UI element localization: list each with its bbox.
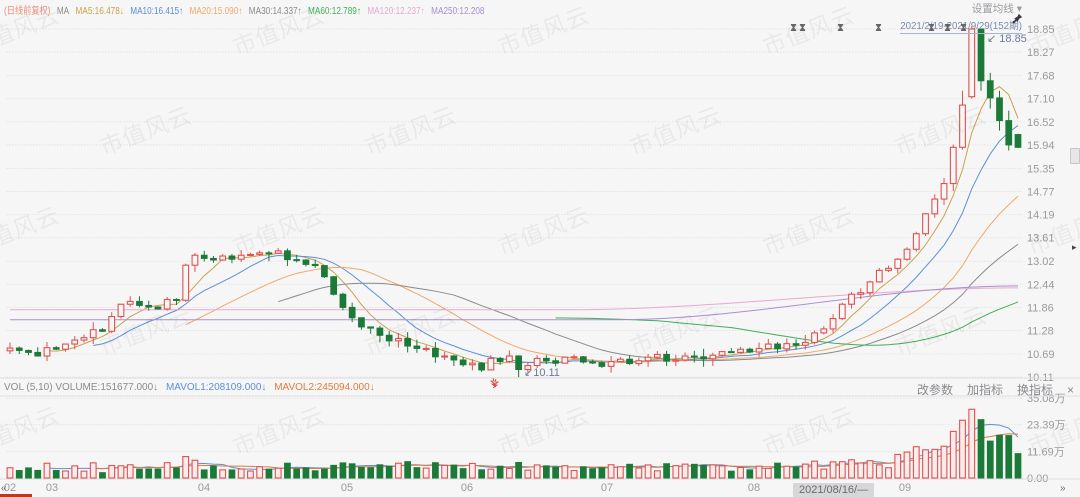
svg-text:10.69: 10.69 [1027, 349, 1055, 361]
svg-text:17.68: 17.68 [1027, 71, 1055, 83]
svg-text:07: 07 [601, 482, 613, 494]
svg-text:05: 05 [341, 482, 353, 494]
svg-text:15.35: 15.35 [1027, 163, 1055, 175]
svg-text:11.28: 11.28 [1027, 326, 1054, 338]
svg-text:03: 03 [46, 482, 58, 494]
svg-text:14.77: 14.77 [1027, 187, 1055, 199]
svg-text:17.10: 17.10 [1027, 94, 1055, 106]
svg-text:08: 08 [748, 482, 760, 494]
svg-text:15.94: 15.94 [1027, 140, 1055, 152]
svg-text:11.86: 11.86 [1027, 302, 1054, 314]
svg-text:06: 06 [461, 482, 473, 494]
svg-text:16.52: 16.52 [1027, 117, 1055, 129]
svg-text:12.44: 12.44 [1027, 279, 1055, 291]
svg-text:09: 09 [899, 482, 911, 494]
svg-text:04: 04 [198, 482, 210, 494]
